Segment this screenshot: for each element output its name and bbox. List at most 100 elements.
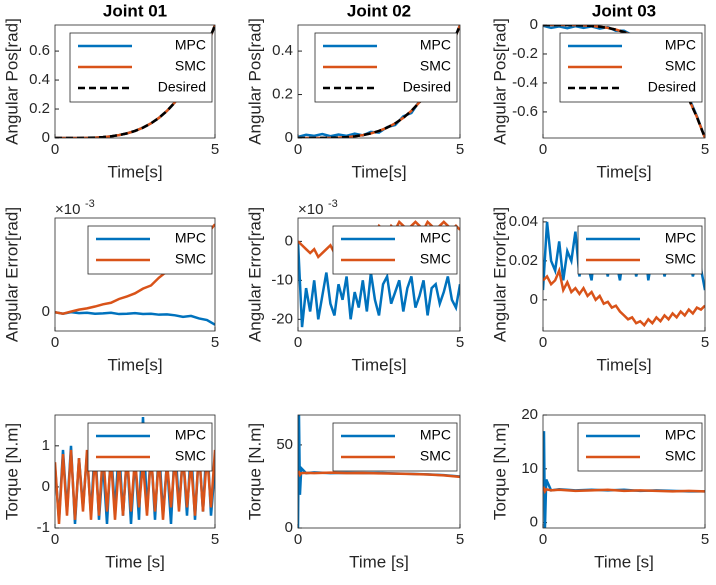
x-tick-label: 0 [539, 531, 547, 548]
axes-box [54, 414, 216, 529]
y-tick-label: 0 [42, 129, 50, 146]
legend-label: SMC [665, 251, 696, 267]
axes-box [54, 217, 216, 332]
legend-label: MPC [665, 427, 696, 443]
legend-label: MPC [665, 230, 696, 246]
axes-box [297, 414, 461, 529]
series-line [298, 241, 460, 328]
x-tick-label: 0 [539, 141, 547, 158]
subplot: Joint 03 0 5 -0.6 -0.4 -0.2 0 Time[s] Angular Po… [490, 1, 709, 181]
x-axis-label: Time [s] [349, 552, 409, 571]
axes-box [542, 414, 706, 529]
y-axis-label: Torque [N.m] [245, 423, 264, 520]
y-tick-label: -1 [37, 519, 50, 536]
legend-box [332, 225, 458, 275]
legend-label: SMC [175, 251, 206, 267]
legend-box [87, 422, 213, 472]
subplot: 0 5 0 0.02 0.04 Time[s] Angular Error[rad] MPC S… [490, 207, 709, 375]
y-tick-label: 0.02 [509, 252, 538, 269]
legend-box [332, 422, 458, 472]
subplot-title: Joint 03 [592, 1, 656, 20]
y-axis-label: Angular Pos[rad] [2, 18, 21, 145]
y-tick-label: 0 [42, 478, 50, 495]
x-axis-label: Time[s] [107, 355, 162, 374]
y-tick-label: 0 [530, 514, 538, 531]
series-line [298, 470, 460, 479]
legend-label: MPC [175, 37, 206, 53]
legend: MPC SMC [577, 225, 703, 275]
series-line [543, 485, 705, 495]
x-tick-label: 5 [456, 141, 464, 158]
y-tick-label: 0 [285, 232, 293, 249]
series-line [543, 266, 705, 328]
y-tick-label: 50 [276, 436, 293, 453]
subplot: ×10 -3 0 5 -20 -10 0 Time[s] Angular Error[rad] M… [245, 198, 464, 375]
legend-label: MPC [420, 427, 451, 443]
y-tick-label: 0 [530, 291, 538, 308]
x-tick-label: 0 [51, 531, 59, 548]
legend: MPC SMC [332, 225, 458, 275]
legend-label: MPC [175, 427, 206, 443]
legend-label: SMC [665, 58, 696, 74]
y-tick-label: 0 [285, 519, 293, 536]
y-axis-label: Angular Error[rad] [2, 207, 21, 342]
subplot-title: Joint 01 [103, 1, 167, 20]
legend: MPC SMC Desired [559, 32, 703, 103]
y-tick-label: 0 [530, 16, 538, 33]
legend-label: Desired [158, 79, 206, 95]
x-axis-label: Time[s] [596, 355, 651, 374]
y-tick-label: 0 [285, 129, 293, 146]
x-tick-label: 5 [701, 531, 709, 548]
x-tick-label: 0 [294, 334, 302, 351]
y-tick-label: 10 [521, 460, 538, 477]
legend: MPC SMC [332, 422, 458, 472]
y-tick-label: 0 [42, 303, 50, 320]
y-tick-label: -0.4 [512, 74, 538, 91]
y-tick-label: 0.4 [272, 42, 293, 59]
legend: MPC SMC [577, 422, 703, 472]
legend: MPC SMC [87, 225, 213, 275]
x-tick-label: 0 [294, 531, 302, 548]
legend-label: SMC [420, 251, 451, 267]
legend-label: SMC [420, 58, 451, 74]
legend-label: MPC [420, 37, 451, 53]
x-tick-label: 0 [539, 334, 547, 351]
legend-label: MPC [420, 230, 451, 246]
legend-box [87, 225, 213, 275]
x-tick-label: 0 [294, 141, 302, 158]
y-tick-label: -0.2 [512, 45, 538, 62]
plot-lines [298, 415, 460, 528]
subplot: ×10 -3 0 5 0 Time[s] Angular Error[rad] MPC SMC [2, 198, 219, 375]
y-tick-label: 0.4 [29, 71, 50, 88]
y-tick-label: 1 [42, 437, 50, 454]
y-axis-label: Torque [N.m] [2, 423, 21, 520]
y-tick-label: 0.6 [29, 42, 50, 59]
y-tick-label: -0.6 [512, 103, 538, 120]
y-tick-label: 0.04 [509, 213, 538, 230]
axes-box [297, 24, 461, 139]
x-axis-label: Time[s] [351, 162, 406, 181]
axes-box [542, 24, 706, 139]
y-exponent-base: ×10 [298, 201, 323, 218]
legend-label: SMC [665, 448, 696, 464]
subplot: Joint 01 0 5 0 0.2 0.4 0.6 Time[s] Angular Pos[r… [2, 1, 219, 181]
legend-label: SMC [420, 448, 451, 464]
x-tick-label: 5 [211, 334, 219, 351]
y-axis-label: Torque [N.m] [490, 423, 509, 520]
x-axis-label: Time[s] [596, 162, 651, 181]
x-tick-label: 0 [51, 334, 59, 351]
x-tick-label: 5 [701, 334, 709, 351]
x-axis-label: Time [s] [105, 552, 165, 571]
subplot: 0 5 0 10 20 Time [s] Torque [N.m] MPC SMC [490, 406, 709, 572]
y-axis-label: Angular Pos[rad] [490, 18, 509, 145]
legend: MPC SMC Desired [69, 32, 213, 103]
axes-box [542, 217, 706, 332]
legend-label: Desired [648, 79, 696, 95]
legend-box [577, 422, 703, 472]
legend: MPC SMC Desired [314, 32, 458, 103]
axes-box [54, 24, 216, 139]
y-exponent-base: ×10 [55, 201, 80, 218]
